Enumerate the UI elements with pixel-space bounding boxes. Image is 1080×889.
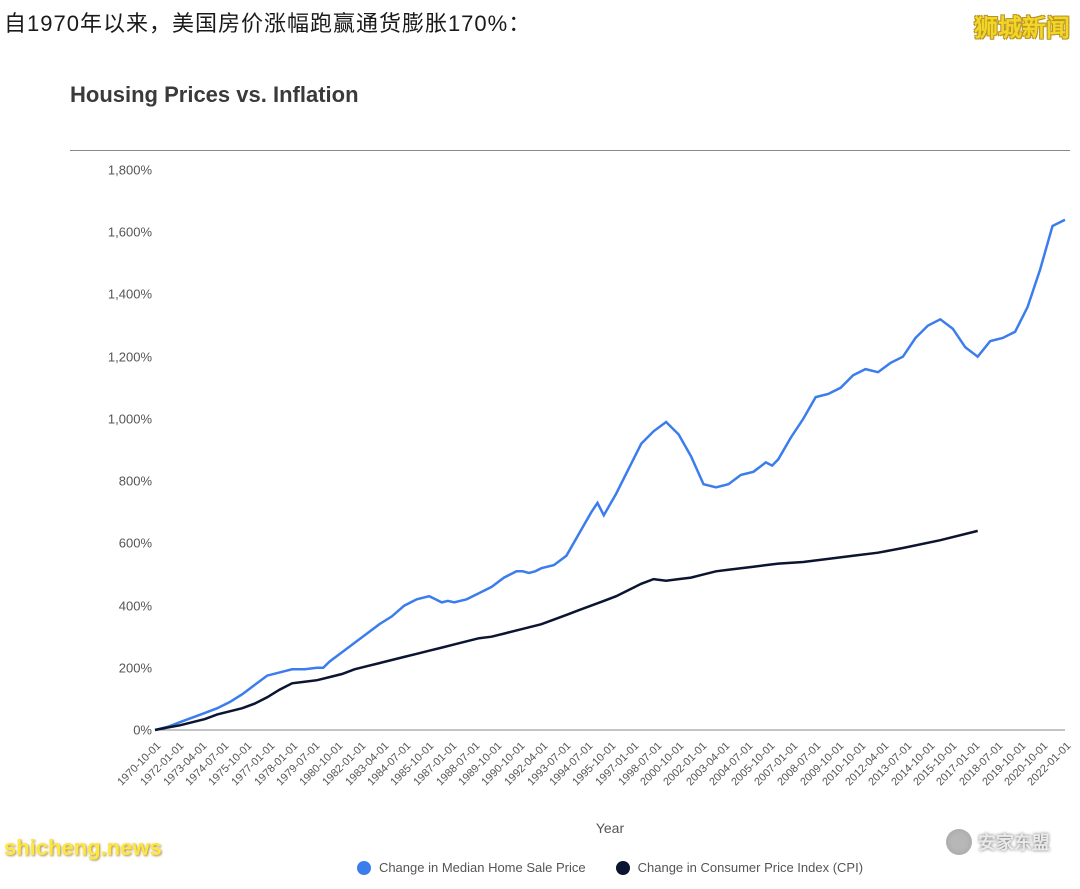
- chart-divider: [70, 150, 1070, 151]
- header-caption: 自1970年以来，美国房价涨幅跑赢通货膨胀170%：: [4, 6, 531, 38]
- chart-title: Housing Prices vs. Inflation: [70, 82, 359, 108]
- legend-item-cpi: Change in Consumer Price Index (CPI): [616, 860, 863, 875]
- y-tick: 400%: [70, 598, 152, 613]
- legend-dot-cpi: [616, 861, 630, 875]
- y-tick: 600%: [70, 536, 152, 551]
- y-tick: 800%: [70, 474, 152, 489]
- watermark-bottom-right: 安家东盟: [946, 829, 1050, 855]
- x-axis-label: Year: [155, 820, 1065, 836]
- legend-dot-housing: [357, 861, 371, 875]
- legend-item-housing: Change in Median Home Sale Price: [357, 860, 586, 875]
- watermark-br-text: 安家东盟: [978, 829, 1050, 855]
- y-axis: 0%200%400%600%800%1,000%1,200%1,400%1,60…: [70, 170, 152, 730]
- legend-label-cpi: Change in Consumer Price Index (CPI): [638, 860, 863, 875]
- y-tick: 1,400%: [70, 287, 152, 302]
- y-tick: 1,800%: [70, 163, 152, 178]
- watermark-top-right: 狮城新闻: [974, 8, 1070, 43]
- series-housing: [155, 220, 1065, 730]
- series-cpi: [155, 531, 978, 730]
- chart-legend: Change in Median Home Sale Price Change …: [155, 860, 1065, 875]
- chart-plot-area: [155, 170, 1065, 730]
- y-tick: 200%: [70, 660, 152, 675]
- watermark-bottom-left: shicheng.news: [4, 835, 162, 861]
- y-tick: 1,000%: [70, 411, 152, 426]
- legend-label-housing: Change in Median Home Sale Price: [379, 860, 586, 875]
- y-tick: 0%: [70, 723, 152, 738]
- x-axis: 1970-10-011972-01-011973-04-011974-07-01…: [155, 740, 1065, 820]
- chart-svg: [155, 170, 1065, 730]
- wechat-icon: [946, 829, 972, 855]
- y-tick: 1,200%: [70, 349, 152, 364]
- y-tick: 1,600%: [70, 225, 152, 240]
